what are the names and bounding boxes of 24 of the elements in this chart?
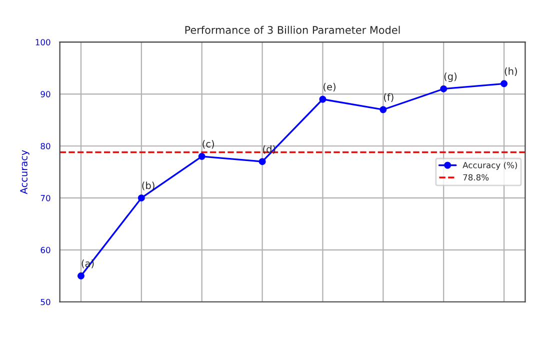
y-tick-label: 60 — [40, 246, 50, 254]
legend-label: 78.8% — [463, 174, 489, 181]
chart-title: Performance of 3 Billion Parameter Model — [185, 26, 400, 34]
y-tick-label: 80 — [40, 142, 50, 150]
annotation: (e) — [324, 82, 336, 92]
point — [78, 272, 84, 280]
point — [319, 96, 326, 103]
annotation: (b) — [142, 182, 154, 190]
y-tick-label: 70 — [40, 194, 50, 202]
annotation: (g) — [444, 72, 457, 82]
y-tick-label: 100 — [36, 39, 50, 46]
point — [138, 194, 145, 202]
legend-label: Accuracy (%) — [462, 162, 517, 170]
y-tick-label: 90 — [40, 91, 50, 98]
point — [440, 85, 448, 92]
y-tick-label: 50 — [40, 298, 50, 306]
annotation: (c) — [202, 140, 214, 149]
y-axis-title: Accuracy — [20, 150, 30, 194]
point — [500, 80, 508, 88]
annotation: (f) — [384, 93, 394, 102]
point — [380, 106, 387, 114]
point — [198, 152, 206, 160]
point — [258, 158, 266, 166]
annotation: (h) — [504, 67, 517, 76]
